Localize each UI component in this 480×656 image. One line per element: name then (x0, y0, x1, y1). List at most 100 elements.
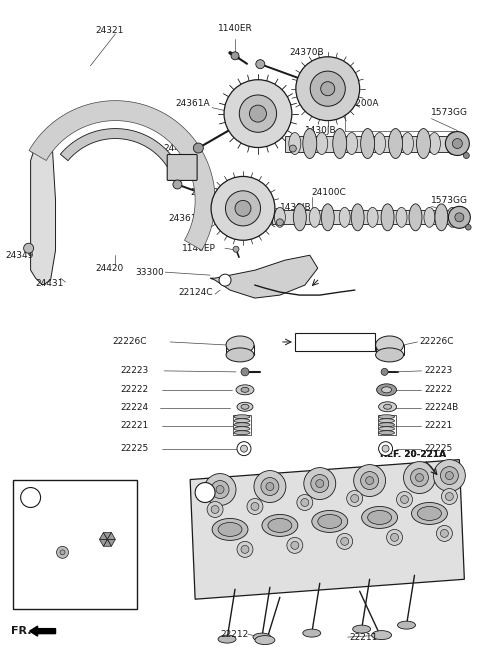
Text: 24200A: 24200A (345, 99, 379, 108)
Text: 1573GG: 1573GG (432, 108, 468, 117)
Text: 22222: 22222 (120, 385, 148, 394)
Text: 22212: 22212 (220, 630, 248, 638)
Text: 24321: 24321 (96, 26, 124, 35)
Text: 24431: 24431 (36, 279, 64, 287)
Circle shape (455, 213, 464, 222)
Circle shape (247, 499, 263, 514)
Ellipse shape (353, 625, 371, 633)
Circle shape (436, 525, 452, 541)
Ellipse shape (417, 129, 431, 159)
Circle shape (233, 246, 239, 252)
Text: 24100C: 24100C (312, 188, 347, 197)
Ellipse shape (212, 518, 248, 541)
FancyBboxPatch shape (295, 333, 374, 351)
Circle shape (226, 191, 261, 226)
Circle shape (396, 491, 412, 508)
FancyBboxPatch shape (167, 155, 197, 180)
Ellipse shape (237, 402, 253, 411)
Ellipse shape (397, 621, 416, 629)
Text: 1430JB: 1430JB (280, 203, 312, 212)
Ellipse shape (361, 506, 397, 529)
Circle shape (416, 474, 423, 482)
Ellipse shape (333, 129, 347, 159)
Text: 22223: 22223 (120, 366, 149, 375)
Ellipse shape (312, 510, 348, 533)
Circle shape (235, 200, 251, 216)
Circle shape (211, 176, 275, 240)
Circle shape (254, 470, 286, 502)
Text: a: a (203, 488, 207, 497)
Text: 22223: 22223 (424, 366, 453, 375)
Circle shape (448, 207, 470, 228)
Ellipse shape (234, 415, 250, 419)
Circle shape (466, 224, 471, 230)
Text: 1430JB: 1430JB (305, 126, 336, 135)
Polygon shape (31, 140, 56, 285)
Ellipse shape (234, 431, 250, 435)
Ellipse shape (241, 404, 249, 409)
Circle shape (60, 550, 65, 555)
Circle shape (360, 472, 379, 489)
Ellipse shape (376, 348, 404, 362)
Ellipse shape (339, 207, 350, 227)
Ellipse shape (418, 506, 442, 520)
Polygon shape (210, 255, 318, 298)
Circle shape (211, 481, 229, 499)
Text: 24420: 24420 (96, 264, 124, 273)
Circle shape (21, 487, 41, 508)
Circle shape (195, 483, 215, 502)
Ellipse shape (396, 207, 407, 227)
Circle shape (237, 541, 253, 558)
Circle shape (211, 506, 219, 514)
Circle shape (366, 476, 373, 485)
Ellipse shape (293, 204, 306, 231)
Circle shape (445, 493, 454, 501)
Circle shape (441, 529, 448, 537)
Circle shape (57, 546, 69, 558)
Text: 1140EP: 1140EP (182, 244, 216, 253)
Polygon shape (108, 539, 115, 546)
Circle shape (400, 495, 408, 504)
Text: 22224: 22224 (120, 403, 148, 412)
Circle shape (193, 143, 204, 153)
Circle shape (224, 80, 292, 148)
Circle shape (310, 71, 345, 106)
Polygon shape (103, 539, 111, 546)
Ellipse shape (268, 518, 292, 533)
Circle shape (301, 499, 309, 506)
Text: 24349: 24349 (6, 251, 34, 260)
Polygon shape (190, 460, 464, 599)
Circle shape (261, 478, 279, 495)
Text: a: a (223, 276, 228, 285)
Text: FR.: FR. (11, 626, 31, 636)
Circle shape (441, 466, 458, 485)
Circle shape (240, 445, 248, 452)
Ellipse shape (316, 133, 328, 155)
Ellipse shape (262, 514, 298, 537)
Ellipse shape (429, 133, 441, 155)
Text: 24370B: 24370B (290, 49, 324, 57)
Ellipse shape (368, 510, 392, 524)
Text: REF. 20-221A: REF. 20-221A (297, 337, 363, 346)
Ellipse shape (346, 133, 358, 155)
Ellipse shape (372, 630, 392, 640)
Ellipse shape (373, 133, 385, 155)
Polygon shape (99, 539, 108, 546)
Ellipse shape (351, 204, 364, 231)
Text: 33300: 33300 (135, 268, 164, 277)
Ellipse shape (226, 348, 254, 362)
Circle shape (216, 485, 224, 493)
Ellipse shape (379, 401, 396, 412)
Circle shape (316, 480, 324, 487)
Bar (378, 415, 396, 435)
Circle shape (311, 474, 329, 493)
Ellipse shape (303, 629, 321, 637)
Circle shape (207, 501, 223, 518)
Text: 24410B: 24410B (163, 144, 198, 153)
Ellipse shape (234, 422, 250, 426)
Circle shape (296, 57, 360, 121)
Circle shape (442, 489, 457, 504)
Ellipse shape (289, 133, 301, 155)
Circle shape (240, 95, 276, 133)
Polygon shape (29, 100, 215, 250)
